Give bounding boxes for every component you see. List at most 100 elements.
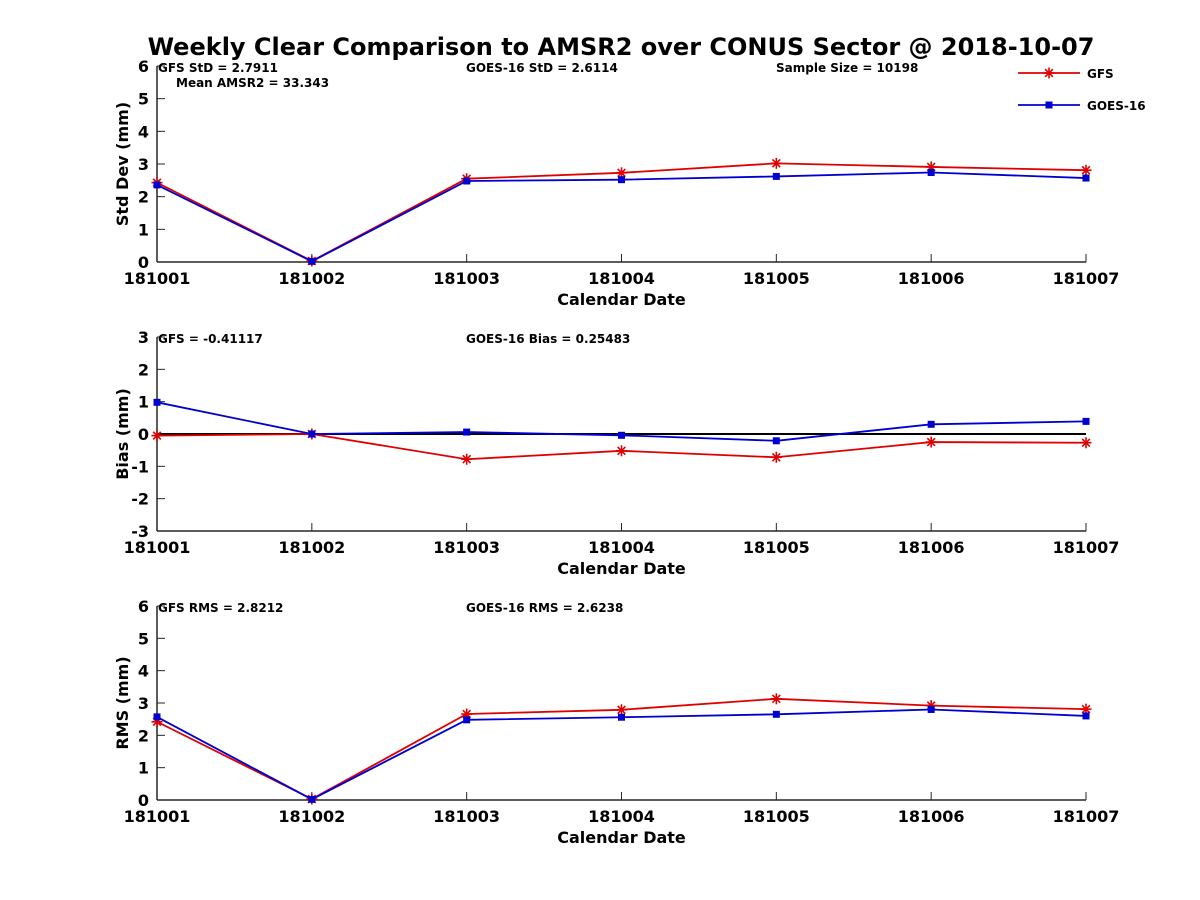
series-goes-16 [153,705,1090,803]
marker-stroke [617,168,626,178]
data-point-square-marker [772,172,780,180]
y-tick-label: 3 [138,694,149,713]
stat-annotation: GOES-16 Bias = 0.25483 [466,332,630,346]
data-point-square-marker [927,420,935,428]
series-line [156,171,1087,263]
legend-label: GOES-16 [1087,99,1146,113]
data-point-asterisk-marker [461,453,473,465]
data-point-square-marker [463,177,471,185]
x-tick-label: 181002 [278,807,345,826]
data-point-asterisk-marker [151,430,163,442]
data-point-square-marker [927,705,935,713]
stat-annotation: GFS StD = 2.7911 [158,61,278,75]
marker-stroke [1081,704,1091,714]
marker-stroke [771,158,781,168]
stat-annotation: Mean AMSR2 = 33.343 [176,76,329,90]
x-tick-label: 181004 [588,269,655,288]
x-tick-label: 181005 [743,538,810,557]
y-tick-label: 1 [138,393,149,412]
data-point-square-marker [308,257,316,265]
x-axis-label: Calendar Date [557,290,686,309]
x-tick-label: 181005 [743,269,810,288]
marker-stroke [771,452,781,462]
data-point-asterisk-marker [925,436,937,448]
panels: 0 1 2 3 4 5 6 181001 181002 181003 181004 181005 181… [113,57,1119,847]
figure-title: Weekly Clear Comparison to AMSR2 over CO… [148,33,1095,61]
y-axis-label: RMS (mm) [113,656,132,749]
y-tick-label: 0 [138,791,149,810]
y-tick-label: 0 [138,425,149,444]
x-tick-label: 181005 [743,807,810,826]
data-point-square-marker [772,437,780,445]
data-point-asterisk-marker [770,157,782,169]
x-tick-label: 181003 [433,269,500,288]
data-point-asterisk-marker [616,704,627,716]
marker-stroke [152,431,162,441]
y-tick-label: 5 [138,629,149,648]
y-axis-label: Std Dev (mm) [113,102,132,226]
data-point-square-marker [308,430,316,438]
data-point-asterisk-marker [1080,164,1092,176]
chart-panel: 0 1 2 3 4 5 6 181001 181002 181003 181004 181005 181… [113,57,1119,309]
y-tick-label: 3 [138,328,149,347]
series-gfs [151,157,1092,267]
marker-stroke [617,446,626,456]
y-tick-label: 0 [138,253,149,272]
data-point-square-marker [463,428,471,436]
data-point-square-marker [772,710,780,718]
data-point-square-marker [308,795,316,803]
data-point-asterisk-marker [770,451,782,463]
marker-stroke [1044,68,1054,78]
data-point-square-marker [618,176,625,184]
data-point-asterisk-marker [1080,437,1092,449]
y-tick-label: -1 [131,457,149,476]
data-point-square-marker [618,431,625,439]
legend-entry-gfs: GFS [1018,67,1114,81]
data-point-square-marker [153,181,161,189]
legend: GFS GOES-16 [1018,67,1146,113]
y-tick-label: 2 [138,726,149,745]
legend-label: GFS [1087,67,1114,81]
x-tick-label: 181003 [433,538,500,557]
y-axis-label: Bias (mm) [113,388,132,480]
marker-stroke [771,694,781,704]
x-axis-label: Calendar Date [557,828,686,847]
x-tick-label: 181003 [433,807,500,826]
data-point-asterisk-marker [616,167,627,179]
y-tick-label: -3 [131,522,149,541]
y-tick-label: 6 [138,57,149,76]
x-tick-label: 181004 [588,807,655,826]
stat-annotation: Sample Size = 10198 [776,61,918,75]
y-tick-label: -2 [131,490,149,509]
y-tick-label: 4 [138,662,149,681]
y-tick-label: 2 [138,188,149,207]
y-tick-label: 5 [138,90,149,109]
marker-stroke [926,437,936,447]
x-tick-label: 181002 [278,269,345,288]
y-tick-label: 6 [138,597,149,616]
x-tick-label: 181007 [1053,807,1120,826]
data-point-square-marker [463,716,471,724]
y-tick-label: 4 [138,122,149,141]
data-point-asterisk-marker [770,693,782,705]
data-point-asterisk-marker [616,445,627,457]
stat-annotation: GFS RMS = 2.8212 [158,601,283,615]
x-axis-label: Calendar Date [557,559,686,578]
x-tick-label: 181001 [124,538,191,557]
x-tick-label: 181002 [278,538,345,557]
stat-annotation: GOES-16 RMS = 2.6238 [466,601,623,615]
data-point-square-marker [153,713,161,721]
data-point-square-marker [927,168,935,176]
series-goes-16 [153,398,1090,445]
data-point-square-marker [1082,417,1090,425]
marker-stroke [462,454,472,464]
x-tick-label: 181006 [898,807,965,826]
x-tick-label: 181007 [1053,269,1120,288]
legend-square-marker [1045,101,1053,109]
marker-stroke [1081,438,1091,448]
x-tick-label: 181007 [1053,538,1120,557]
y-tick-label: 3 [138,155,149,174]
data-point-square-marker [618,713,625,721]
legend-asterisk-marker [1043,67,1055,79]
